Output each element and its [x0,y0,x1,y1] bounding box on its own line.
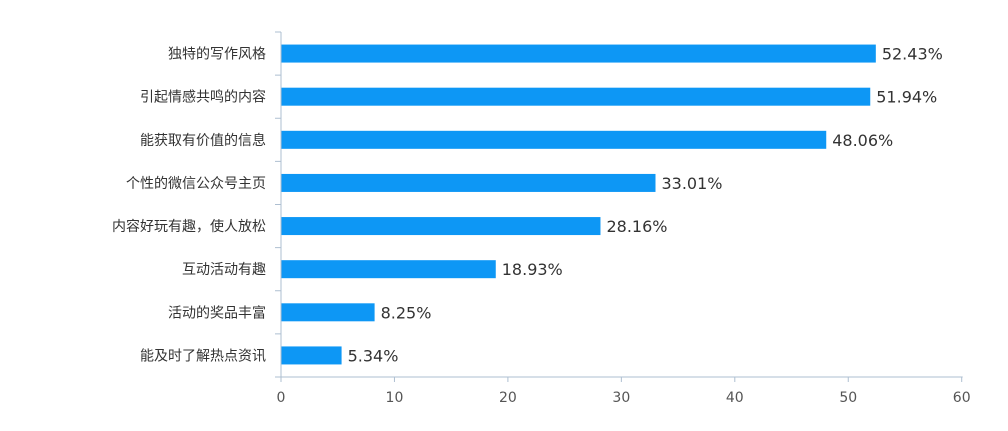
value-label: 51.94% [876,88,937,107]
x-tick-label: 0 [277,390,286,406]
value-label: 18.93% [502,260,563,279]
category-label: 能及时了解热点资讯 [140,348,266,364]
x-tick-label: 60 [953,390,971,406]
category-label: 内容好玩有趣，使人放松 [112,218,266,235]
value-label: 48.06% [832,131,893,150]
labels-layer: 独特的写作风格 52.43% 引起情感共鸣的内容 51.94% 能获取有价值的信息 48.… [112,45,943,366]
value-label: 5.34% [348,346,399,365]
x-tick-label: 30 [612,390,630,406]
bar[interactable] [281,303,375,322]
category-label: 引起情感共鸣的内容 [140,89,266,106]
category-label: 能获取有价值的信息 [140,132,266,149]
value-label: 8.25% [381,303,432,322]
bar[interactable] [281,130,827,149]
value-label: 28.16% [606,217,667,236]
category-label: 活动的奖品丰富 [168,304,266,321]
bar[interactable] [281,217,601,236]
bar[interactable] [281,260,496,279]
bars-layer [281,44,876,365]
x-tick-label: 10 [386,390,404,406]
value-label: 52.43% [882,45,943,64]
bar[interactable] [281,346,342,365]
x-tick-label: 20 [499,390,517,406]
axis-layer: 0 10 20 30 40 50 60 [275,31,971,406]
category-label: 个性的微信公众号主页 [126,176,266,192]
x-tick-label: 50 [839,390,857,406]
value-label: 33.01% [661,174,722,193]
category-label: 独特的写作风格 [168,47,266,63]
x-tick-label: 40 [726,390,744,406]
bar[interactable] [281,44,876,63]
bar[interactable] [281,173,656,192]
category-label: 互动活动有趣 [182,262,266,278]
bar[interactable] [281,87,871,106]
